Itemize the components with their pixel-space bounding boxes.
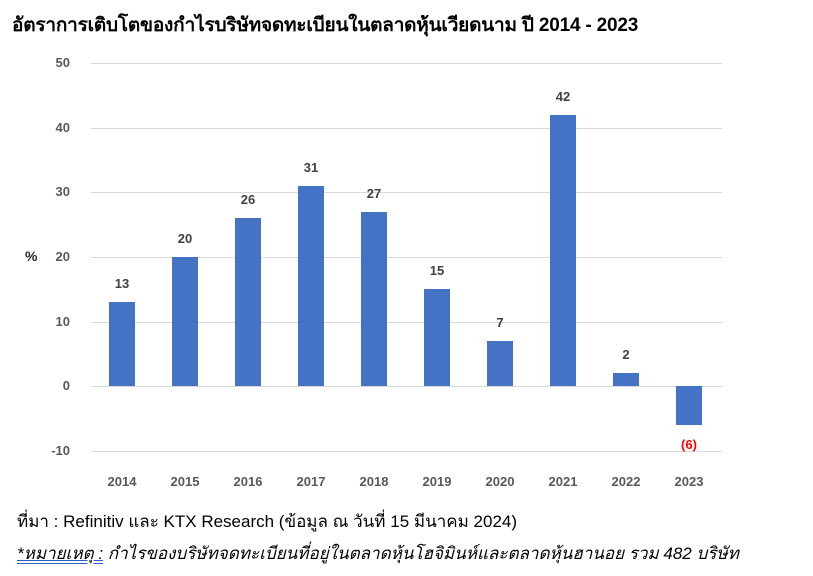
source-text: ที่มา : Refinitiv และ KTX Research (ข้อม… bbox=[17, 512, 518, 531]
footnote: *หมายเหตุ : กำไรของบริษัทจดทะเบียนที่อยู… bbox=[17, 540, 739, 567]
bar-2021 bbox=[550, 114, 576, 387]
x-tick-label: 2019 bbox=[422, 474, 452, 489]
bar-2022 bbox=[613, 373, 639, 387]
x-tick-label: 2021 bbox=[548, 474, 578, 489]
x-tick-label: 2022 bbox=[611, 474, 641, 489]
data-label-2015: 20 bbox=[177, 231, 193, 246]
footnote-text: กำไรของบริษัทจดทะเบียนที่อยู่ในตลาดหุ้นโ… bbox=[103, 544, 739, 563]
bar-2016 bbox=[235, 218, 261, 387]
gridline bbox=[91, 192, 722, 194]
data-label-2019: 15 bbox=[429, 263, 445, 279]
gridline bbox=[91, 63, 722, 64]
y-tick-label: 20 bbox=[55, 249, 70, 264]
data-label-2016: 26 bbox=[240, 192, 256, 208]
footnote-label: *หมายเหตุ : bbox=[17, 544, 104, 563]
gridline bbox=[91, 386, 722, 388]
y-tick-label: 40 bbox=[55, 119, 70, 135]
gridline bbox=[91, 451, 722, 452]
data-label-2022: 2 bbox=[622, 347, 630, 363]
data-label-2017: 31 bbox=[303, 159, 319, 175]
y-tick-label: -10 bbox=[51, 443, 70, 458]
y-tick-label: 50 bbox=[55, 55, 70, 70]
bar-chart: % 50 40 30 20 10 0 -10 13 2014 20 2015 26 2016 31 2017… bbox=[0, 40, 813, 500]
bar-2017 bbox=[298, 185, 324, 387]
chart-title: อัตราการเติบโตของกำไรบริษัทจดทะเบียนในตล… bbox=[12, 15, 639, 36]
y-tick-label: 10 bbox=[55, 313, 70, 329]
data-label-2023: (6) bbox=[681, 437, 697, 453]
bar-2020 bbox=[487, 341, 513, 387]
gridline bbox=[91, 257, 722, 258]
x-tick-label: 2018 bbox=[359, 474, 389, 489]
x-tick-label: 2016 bbox=[233, 474, 263, 489]
gridline bbox=[91, 127, 722, 129]
data-label-2021: 42 bbox=[555, 88, 571, 104]
bar-2014 bbox=[109, 302, 135, 387]
bar-2018 bbox=[361, 211, 387, 387]
x-tick-label: 2020 bbox=[485, 474, 515, 489]
y-tick-label: 30 bbox=[55, 184, 70, 200]
y-tick-label: 0 bbox=[62, 378, 70, 394]
bar-2023 bbox=[676, 386, 702, 426]
data-label-2020: 7 bbox=[496, 315, 504, 331]
data-label-2018: 27 bbox=[366, 185, 382, 201]
bar-2019 bbox=[424, 289, 450, 387]
x-tick-label: 2023 bbox=[674, 474, 704, 489]
data-label-2014: 13 bbox=[114, 276, 130, 292]
x-tick-label: 2015 bbox=[170, 474, 200, 489]
gridline bbox=[91, 321, 722, 323]
bar-2015 bbox=[172, 257, 198, 387]
y-axis-unit-label: % bbox=[25, 248, 38, 264]
x-tick-label: 2017 bbox=[296, 474, 326, 489]
x-tick-label: 2014 bbox=[107, 474, 137, 489]
